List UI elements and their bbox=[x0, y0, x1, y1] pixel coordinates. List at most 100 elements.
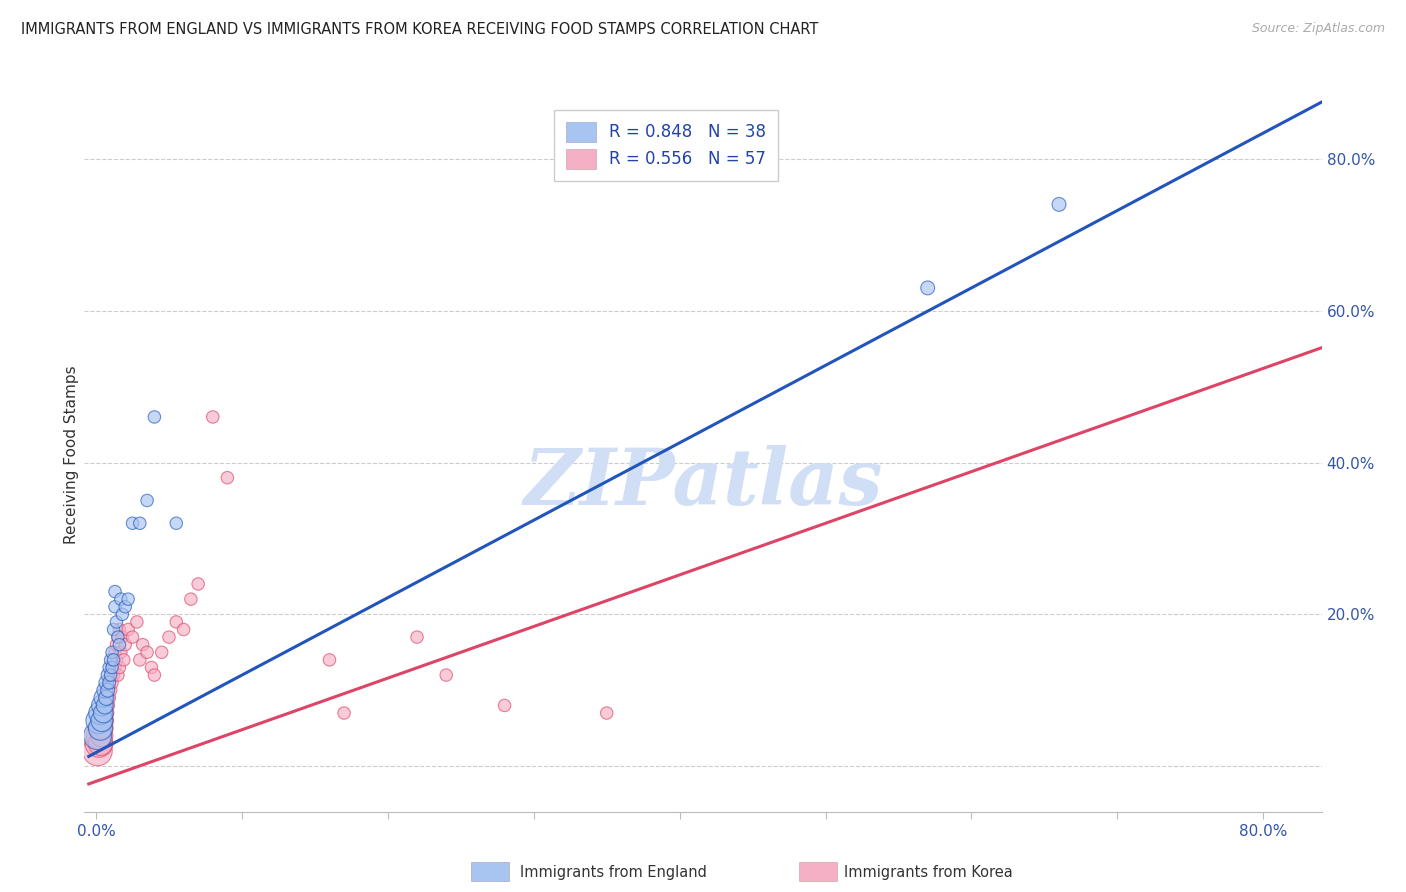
Legend: R = 0.848   N = 38, R = 0.556   N = 57: R = 0.848 N = 38, R = 0.556 N = 57 bbox=[554, 110, 778, 181]
Point bbox=[318, 653, 340, 667]
Point bbox=[86, 744, 108, 758]
Point bbox=[90, 729, 112, 743]
Point bbox=[97, 683, 120, 698]
Point bbox=[94, 698, 117, 713]
Point bbox=[91, 706, 114, 720]
Point bbox=[434, 668, 457, 682]
Point bbox=[107, 630, 129, 644]
Point bbox=[108, 660, 131, 674]
Text: Source: ZipAtlas.com: Source: ZipAtlas.com bbox=[1251, 22, 1385, 36]
Point bbox=[136, 493, 159, 508]
Point bbox=[117, 592, 139, 607]
Point bbox=[157, 630, 180, 644]
Point bbox=[110, 645, 132, 659]
Point bbox=[187, 577, 209, 591]
Point bbox=[94, 683, 117, 698]
Point bbox=[104, 660, 127, 674]
Point bbox=[91, 706, 114, 720]
Point bbox=[406, 630, 429, 644]
Point bbox=[132, 638, 155, 652]
Point bbox=[136, 645, 159, 659]
Text: Immigrants from England: Immigrants from England bbox=[520, 865, 707, 880]
Text: Immigrants from Korea: Immigrants from Korea bbox=[844, 865, 1012, 880]
Point bbox=[121, 630, 143, 644]
Point bbox=[165, 615, 187, 629]
Point bbox=[100, 683, 122, 698]
Point bbox=[125, 615, 148, 629]
Y-axis label: Receiving Food Stamps: Receiving Food Stamps bbox=[63, 366, 79, 544]
Point bbox=[217, 471, 239, 485]
Point bbox=[96, 706, 118, 720]
Point bbox=[89, 736, 111, 750]
Point bbox=[114, 599, 136, 614]
Point bbox=[100, 668, 122, 682]
Point bbox=[104, 645, 127, 659]
Point bbox=[101, 660, 124, 674]
Point bbox=[103, 653, 125, 667]
Point bbox=[104, 584, 127, 599]
Point bbox=[91, 690, 114, 705]
Point bbox=[494, 698, 516, 713]
Point bbox=[108, 623, 131, 637]
Point bbox=[87, 736, 110, 750]
Point bbox=[101, 660, 124, 674]
Point bbox=[103, 653, 125, 667]
Text: ZIPatlas: ZIPatlas bbox=[523, 445, 883, 522]
Point bbox=[180, 592, 202, 607]
Point bbox=[97, 698, 120, 713]
Point bbox=[110, 592, 132, 607]
Point bbox=[96, 690, 118, 705]
Point bbox=[143, 668, 166, 682]
Point bbox=[89, 721, 111, 735]
Point bbox=[96, 690, 118, 705]
Point bbox=[128, 516, 150, 531]
Point bbox=[165, 516, 187, 531]
Point bbox=[87, 714, 110, 728]
Point bbox=[89, 721, 111, 735]
Point bbox=[105, 653, 128, 667]
Point bbox=[150, 645, 173, 659]
Point bbox=[86, 729, 108, 743]
Point bbox=[90, 698, 112, 713]
Point bbox=[141, 660, 163, 674]
Point bbox=[96, 675, 118, 690]
Point bbox=[90, 714, 112, 728]
Point bbox=[117, 623, 139, 637]
Point bbox=[108, 638, 131, 652]
Point bbox=[87, 729, 110, 743]
Point bbox=[91, 721, 114, 735]
Point bbox=[128, 653, 150, 667]
Point bbox=[94, 714, 117, 728]
Point bbox=[105, 638, 128, 652]
Point bbox=[143, 409, 166, 424]
Point bbox=[97, 668, 120, 682]
Point bbox=[333, 706, 356, 720]
Point bbox=[121, 516, 143, 531]
Point bbox=[100, 668, 122, 682]
Point bbox=[201, 409, 224, 424]
Point bbox=[105, 615, 128, 629]
Point bbox=[98, 675, 121, 690]
Point bbox=[114, 638, 136, 652]
Point bbox=[101, 645, 124, 659]
Point bbox=[98, 660, 121, 674]
Text: IMMIGRANTS FROM ENGLAND VS IMMIGRANTS FROM KOREA RECEIVING FOOD STAMPS CORRELATI: IMMIGRANTS FROM ENGLAND VS IMMIGRANTS FR… bbox=[21, 22, 818, 37]
Point bbox=[89, 706, 111, 720]
Point bbox=[103, 668, 125, 682]
Point bbox=[111, 630, 134, 644]
Point bbox=[112, 653, 135, 667]
Point bbox=[97, 683, 120, 698]
Point bbox=[173, 623, 195, 637]
Point bbox=[100, 653, 122, 667]
Point bbox=[90, 714, 112, 728]
Point bbox=[98, 675, 121, 690]
Point bbox=[107, 630, 129, 644]
Point bbox=[1047, 197, 1070, 211]
Point bbox=[917, 281, 939, 295]
Point bbox=[98, 690, 121, 705]
Point bbox=[104, 599, 127, 614]
Point bbox=[101, 675, 124, 690]
Point bbox=[103, 623, 125, 637]
Point bbox=[111, 607, 134, 622]
Point bbox=[596, 706, 619, 720]
